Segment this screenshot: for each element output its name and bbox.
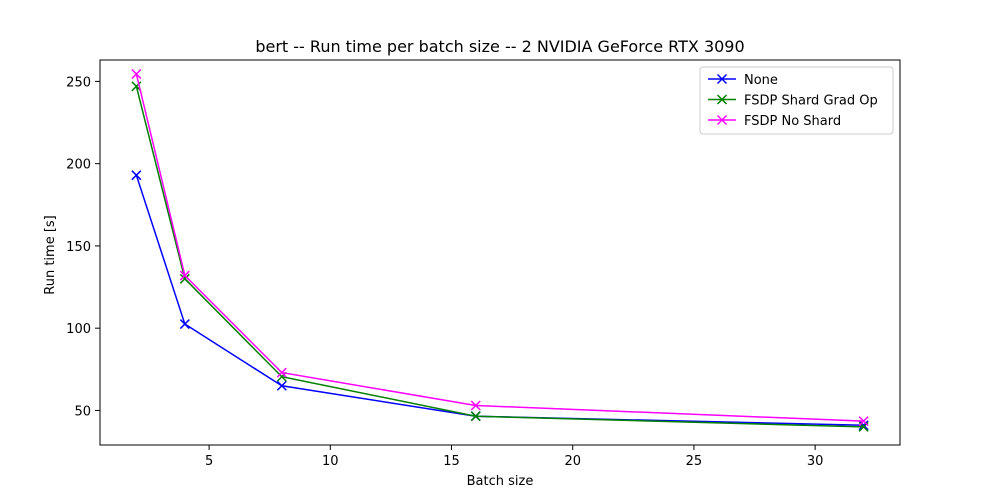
y-tick-label: 100 xyxy=(66,322,91,337)
marker-stroke xyxy=(716,94,728,105)
marker-stroke xyxy=(276,380,287,391)
y-tick-label: 250 xyxy=(66,75,91,90)
plot-area: 5 10 15 20 25 30 50 100 150 200 250 xyxy=(66,59,901,469)
marker-stroke xyxy=(131,170,142,181)
legend-label: FSDP No Shard xyxy=(744,114,841,129)
legend: None FSDP Shard Grad Op FSDP No Shard xyxy=(699,66,894,135)
data-point xyxy=(276,380,287,391)
series-3 xyxy=(131,68,869,427)
y-tick-label: 150 xyxy=(66,240,91,255)
data-point xyxy=(470,400,481,411)
marker-stroke xyxy=(131,68,142,80)
legend-item: FSDP Shard Grad Op xyxy=(708,94,878,109)
marker-stroke xyxy=(858,416,869,427)
x-tick-label: 20 xyxy=(564,454,581,469)
marker-stroke xyxy=(470,411,481,422)
data-point xyxy=(276,367,287,378)
y-tick-label: 50 xyxy=(74,404,91,419)
data-point xyxy=(179,273,190,284)
x-tick-label: 5 xyxy=(205,454,213,469)
x-tick-label: 10 xyxy=(322,454,339,469)
data-point xyxy=(131,68,142,80)
data-point xyxy=(131,170,142,181)
x-tick-label: 30 xyxy=(807,454,824,469)
marker-stroke xyxy=(470,400,481,411)
axes-frame xyxy=(99,59,901,446)
x-axis-label: Batch size xyxy=(467,474,534,489)
x-tick-label: 15 xyxy=(443,454,460,469)
chart-title: bert -- Run time per batch size -- 2 NVI… xyxy=(255,37,744,56)
legend-marker xyxy=(716,94,728,105)
marker-stroke xyxy=(179,319,190,330)
data-point xyxy=(858,416,869,427)
legend-marker xyxy=(716,73,728,85)
marker-stroke xyxy=(716,114,728,126)
legend-box xyxy=(699,66,894,135)
y-axis-label: Run time [s] xyxy=(43,215,58,294)
legend-marker xyxy=(716,114,728,126)
marker-stroke xyxy=(858,420,869,431)
x-tick-label: 25 xyxy=(686,454,703,469)
data-point xyxy=(470,411,481,422)
data-point xyxy=(179,319,190,330)
marker-stroke xyxy=(716,73,728,85)
legend-label: None xyxy=(744,73,778,88)
marker-stroke xyxy=(179,270,190,281)
data-point xyxy=(858,420,869,431)
legend-item: FSDP No Shard xyxy=(708,114,841,129)
legend-item: None xyxy=(708,73,778,88)
y-tick-label: 200 xyxy=(66,158,91,173)
marker-stroke xyxy=(276,367,287,378)
legend-label: FSDP Shard Grad Op xyxy=(744,94,878,109)
marker-stroke xyxy=(179,273,190,284)
data-point xyxy=(179,270,190,281)
